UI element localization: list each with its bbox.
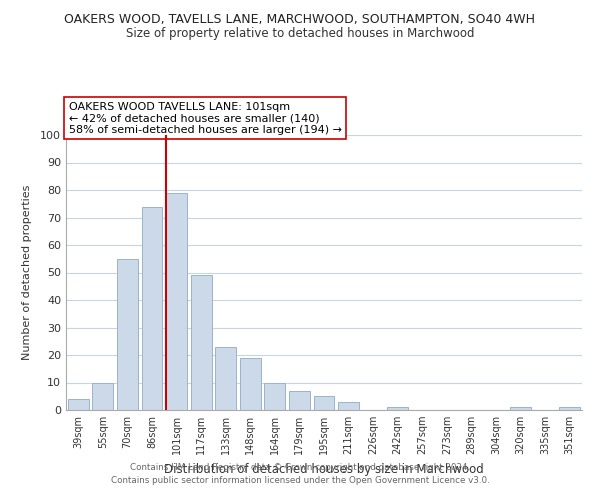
- Bar: [314, 396, 334, 410]
- Bar: [191, 275, 212, 410]
- Bar: [289, 391, 310, 410]
- Y-axis label: Number of detached properties: Number of detached properties: [22, 185, 32, 360]
- Bar: [387, 407, 408, 410]
- Text: Contains public sector information licensed under the Open Government Licence v3: Contains public sector information licen…: [110, 476, 490, 485]
- Bar: [92, 382, 113, 410]
- Bar: [215, 347, 236, 410]
- Text: OAKERS WOOD, TAVELLS LANE, MARCHWOOD, SOUTHAMPTON, SO40 4WH: OAKERS WOOD, TAVELLS LANE, MARCHWOOD, SO…: [65, 12, 536, 26]
- Bar: [166, 192, 187, 410]
- Bar: [68, 399, 89, 410]
- Text: Contains HM Land Registry data © Crown copyright and database right 2024.: Contains HM Land Registry data © Crown c…: [130, 464, 470, 472]
- Text: Size of property relative to detached houses in Marchwood: Size of property relative to detached ho…: [126, 28, 474, 40]
- Bar: [338, 402, 359, 410]
- Bar: [559, 407, 580, 410]
- Text: OAKERS WOOD TAVELLS LANE: 101sqm
← 42% of detached houses are smaller (140)
58% : OAKERS WOOD TAVELLS LANE: 101sqm ← 42% o…: [68, 102, 341, 135]
- Bar: [265, 382, 286, 410]
- X-axis label: Distribution of detached houses by size in Marchwood: Distribution of detached houses by size …: [164, 462, 484, 475]
- Bar: [117, 259, 138, 410]
- Bar: [240, 358, 261, 410]
- Bar: [142, 206, 163, 410]
- Bar: [510, 407, 531, 410]
